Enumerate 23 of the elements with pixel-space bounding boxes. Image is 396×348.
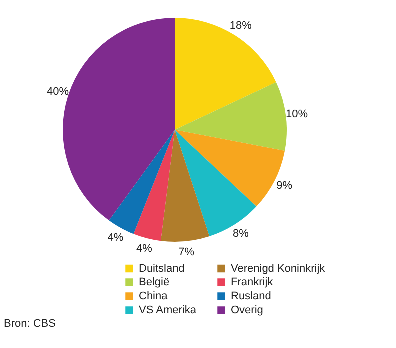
- data-label: 8%: [232, 228, 250, 240]
- pie-slice: [175, 130, 257, 237]
- legend-label: Overig: [231, 304, 264, 316]
- legend-label: Frankrijk: [231, 276, 274, 288]
- data-label: 10%: [286, 108, 308, 121]
- legend-label: China: [139, 290, 169, 302]
- pie-slice: [175, 18, 276, 130]
- data-label: 4%: [108, 232, 124, 244]
- data-label: 40%: [47, 86, 70, 98]
- data-label: 7%: [178, 246, 195, 258]
- text: Bron: CBS: [4, 318, 56, 330]
- pie-slice: [109, 130, 175, 234]
- data-label: 9%: [276, 180, 293, 192]
- pie-slice: [134, 130, 175, 242]
- legend-label: Rusland: [231, 290, 272, 302]
- data-label: 18%: [230, 20, 252, 32]
- legend-label: België: [139, 276, 170, 288]
- pie-slice: [160, 130, 210, 242]
- legend-label: Verenigd Koninkrijk: [231, 262, 326, 275]
- data-label: 4%: [136, 243, 153, 256]
- pie-slice: [175, 82, 287, 151]
- legend-label: Duitsland: [139, 262, 185, 275]
- legend-label: VS Amerika: [139, 304, 198, 316]
